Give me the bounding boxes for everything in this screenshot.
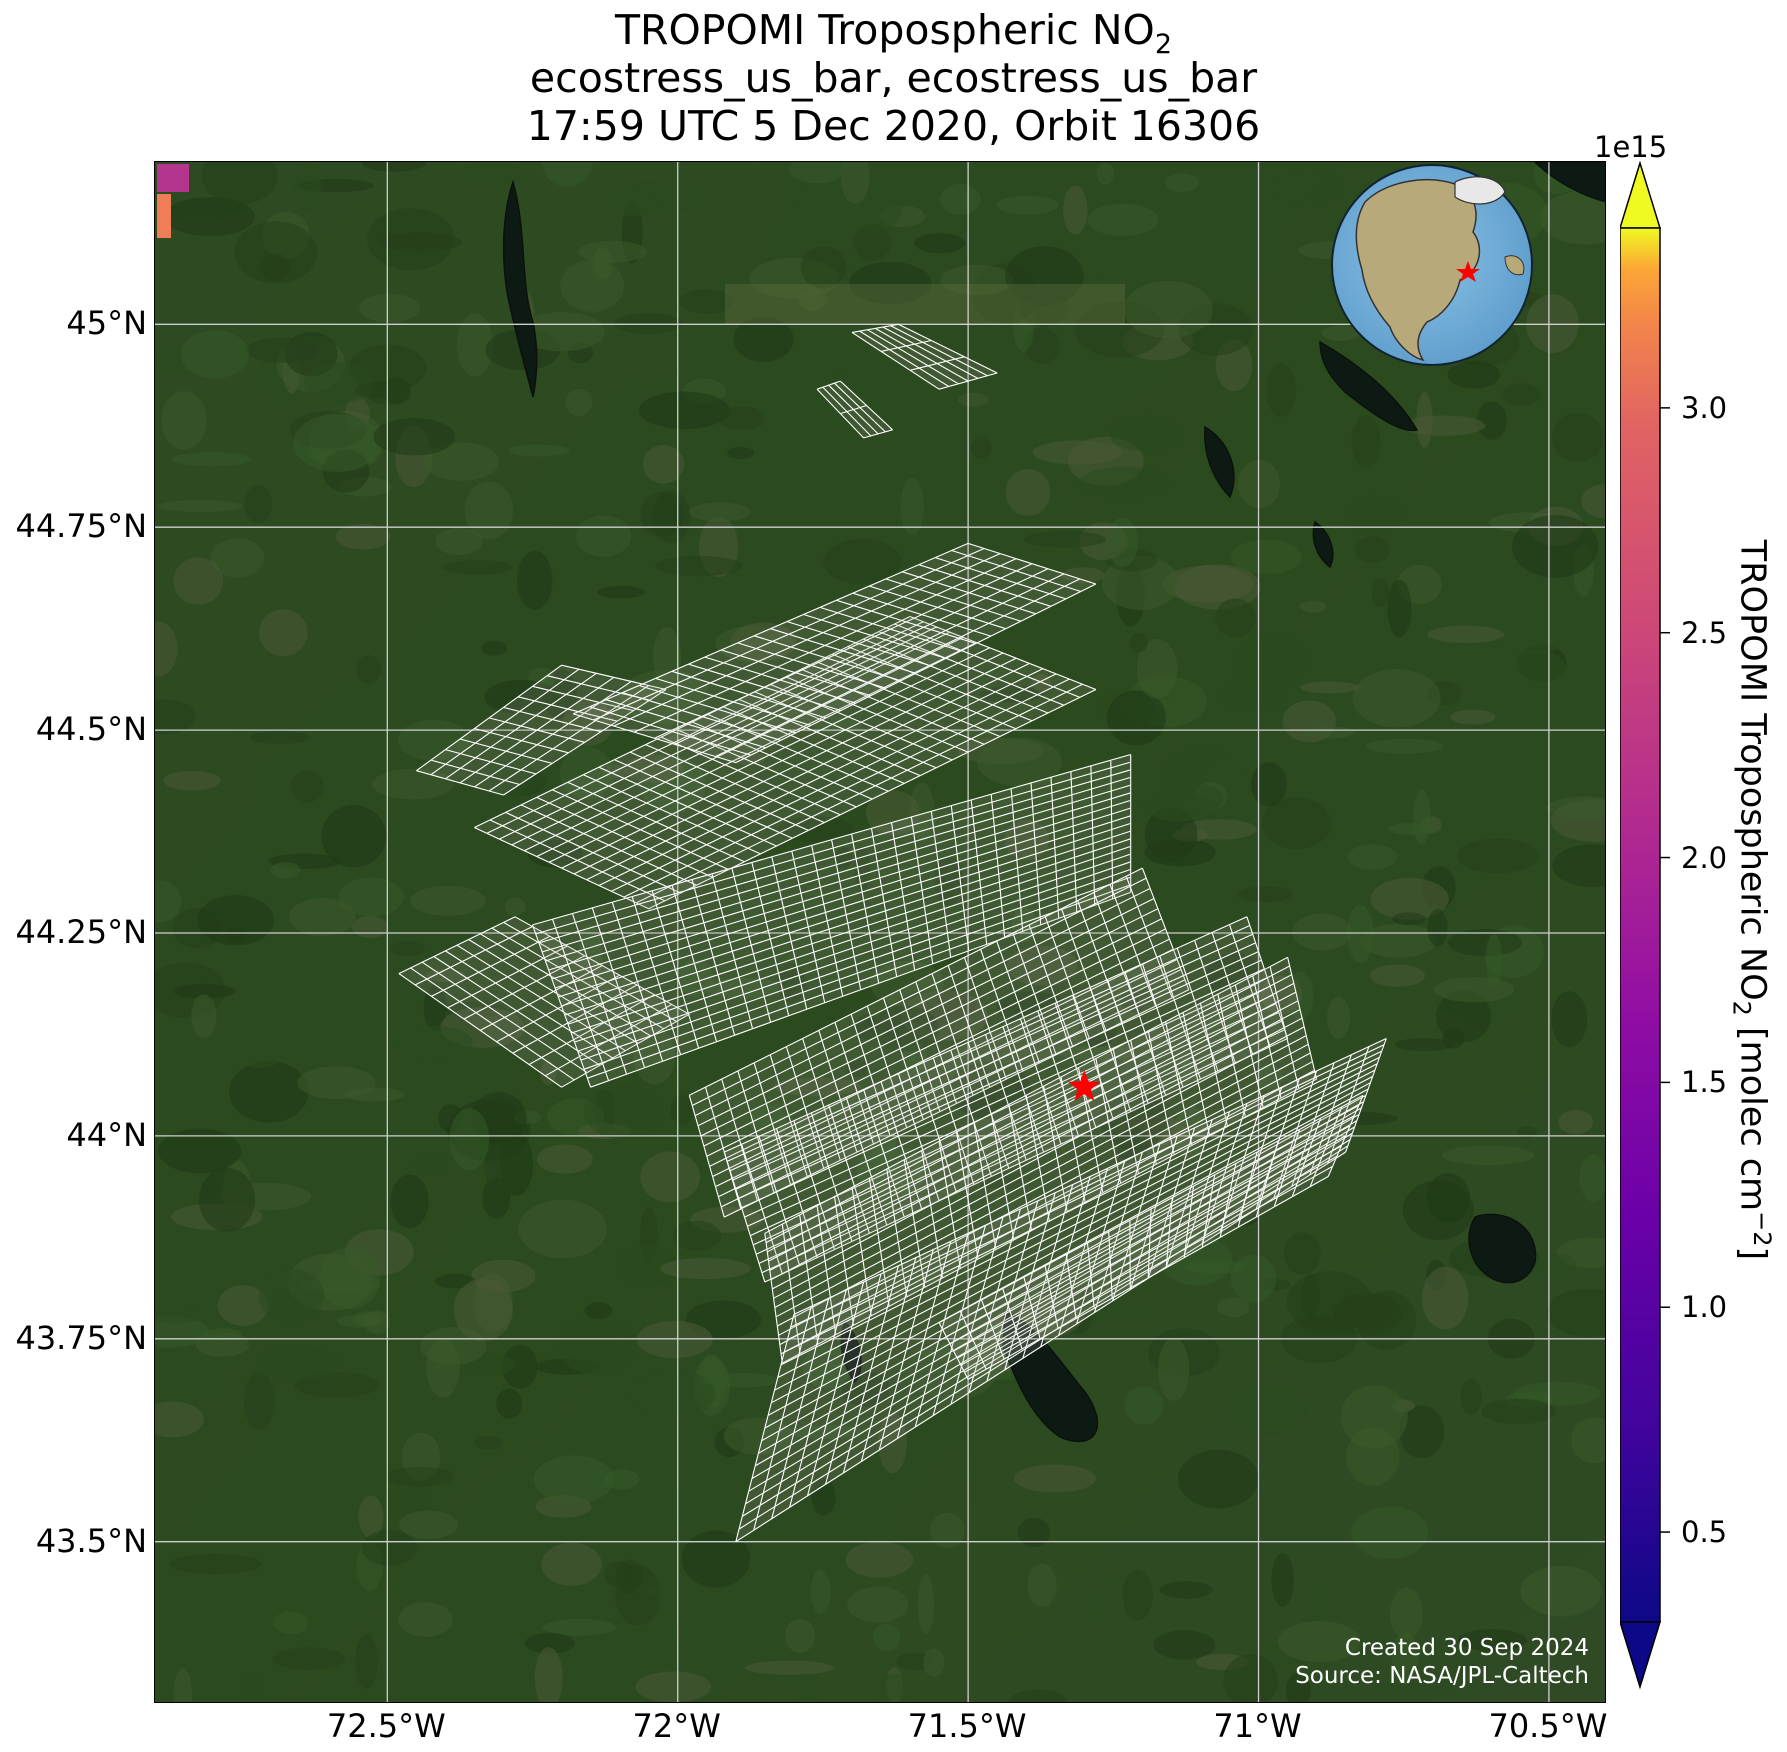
no2-pixel-high — [157, 164, 189, 192]
pixel-swath — [851, 323, 998, 390]
globe-star-icon — [1456, 261, 1480, 282]
colorbar-label-units: [molec cm — [1732, 1015, 1773, 1212]
pixel-grid — [938, 1094, 1364, 1380]
created-date: Created 30 Sep 2024 — [1344, 1635, 1589, 1661]
pixel-swath — [938, 1094, 1364, 1380]
target-star-icon — [1068, 1070, 1101, 1101]
pixel-grid — [416, 664, 667, 796]
swath-shade — [764, 957, 1317, 1364]
lat-tick-label: 44.75°N — [15, 507, 147, 546]
swath-shade — [939, 1095, 1364, 1380]
lat-tick-label: 45°N — [66, 304, 147, 343]
colorbar — [1620, 160, 1670, 1690]
lon-tick-label: 71°W — [1213, 1707, 1302, 1745]
pixel-swath — [531, 753, 1132, 1088]
colorbar-tick-label: 2.5 — [1681, 615, 1728, 650]
lat-tick-label: 43.75°N — [15, 1318, 147, 1357]
credit-block: Created 30 Sep 2024 Source: NASA/JPL-Cal… — [1295, 1634, 1589, 1690]
colorbar-label-sup: −2 — [1748, 1211, 1776, 1247]
colorbar-tick-label: 3.0 — [1681, 390, 1728, 425]
pixel-grid — [816, 380, 893, 439]
lat-tick-label: 44.5°N — [35, 710, 147, 749]
chart-title-line-3: 17:59 UTC 5 Dec 2020, Orbit 16306 — [526, 102, 1261, 150]
imagery-seam — [725, 284, 1125, 324]
tropomi-pixel-footprints — [398, 323, 1387, 1543]
source-credit: Source: NASA/JPL-Caltech — [1295, 1663, 1589, 1689]
colorbar-label: TROPOMI Tropospheric NO2 [molec cm−2] — [1727, 540, 1776, 1260]
swath-shade — [474, 616, 1096, 909]
colorbar-tick-label: 1.5 — [1681, 1065, 1728, 1100]
pixel-swath — [816, 380, 893, 439]
pixel-swath — [416, 664, 667, 796]
lakes — [502, 162, 1605, 1443]
colorbar-label-text: TROPOMI Tropospheric NO — [1732, 539, 1773, 1001]
title-subscript: 2 — [1154, 29, 1172, 61]
chart-title-line-1: TROPOMI Tropospheric NO2 — [0, 6, 1787, 69]
colorbar-tick-label: 1.0 — [1681, 1290, 1728, 1325]
pixel-swath — [764, 956, 1318, 1364]
globe-greenland — [1454, 176, 1506, 205]
map-canvas — [155, 162, 1605, 1702]
map-gridlines — [155, 162, 1605, 1702]
lat-tick-label: 44.25°N — [15, 913, 147, 951]
lon-tick-label: 71.5°W — [907, 1707, 1027, 1745]
lon-tick-label: 72°W — [632, 1707, 721, 1745]
colorbar-label-sub: 2 — [1727, 1000, 1756, 1016]
pixel-grid — [572, 542, 1097, 764]
inset-globe — [1331, 164, 1533, 366]
colorbar-extend-max — [1620, 160, 1662, 229]
lon-tick-label: 70.5°W — [1488, 1707, 1608, 1745]
swath-shade — [416, 665, 667, 796]
colorbar-exponent: 1e15 — [1594, 130, 1668, 164]
lon-tick-label: 72.5°W — [326, 1707, 446, 1745]
colorbar-extend-min — [1620, 1621, 1662, 1690]
pixel-grid — [531, 753, 1132, 1088]
pixel-grid — [851, 323, 998, 390]
pixel-swath — [474, 615, 1097, 910]
colorbar-tick-label: 2.0 — [1681, 840, 1728, 875]
lat-tick-label: 43.5°N — [35, 1521, 147, 1560]
colorbar-gradient — [1620, 227, 1661, 1623]
pixel-grid — [688, 867, 1190, 1218]
lat-tick-label: 44°N — [66, 1115, 147, 1154]
colorbar-label-close: ] — [1732, 1246, 1773, 1261]
swath-shade — [735, 1038, 1387, 1542]
title-text: TROPOMI Tropospheric NO — [614, 6, 1155, 54]
pixel-grid — [474, 615, 1097, 910]
pixel-swath — [688, 867, 1190, 1218]
colorbar-tick-marks — [1660, 407, 1670, 1533]
map-panel: Created 30 Sep 2024 Source: NASA/JPL-Cal… — [154, 161, 1606, 1703]
swath-shade — [573, 543, 1096, 763]
pixel-swath — [572, 542, 1097, 764]
no2-pixel-mid — [157, 194, 171, 238]
chart-title-line-2: ecostress_us_bar, ecostress_us_bar — [529, 54, 1258, 102]
colorbar-tick-label: 0.5 — [1681, 1515, 1728, 1550]
pixel-grid — [764, 956, 1318, 1364]
swath-shade — [532, 754, 1131, 1088]
globe-europe — [1504, 255, 1525, 276]
